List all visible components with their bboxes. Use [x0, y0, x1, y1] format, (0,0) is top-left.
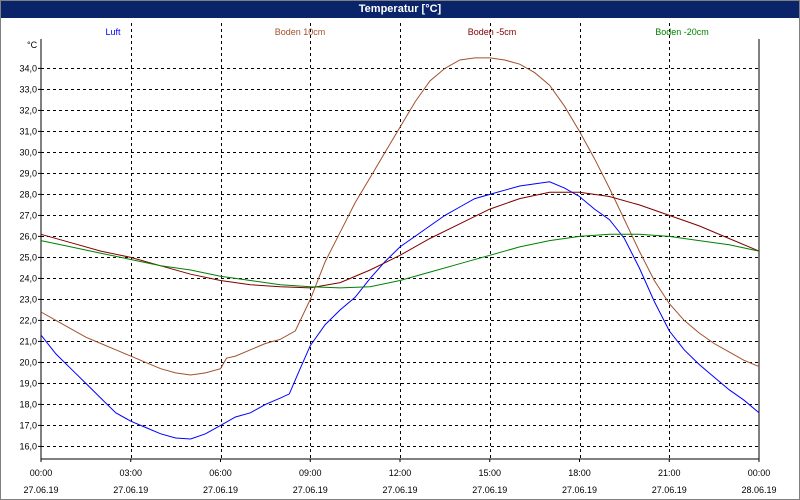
x-tick-time-label: 15:00	[478, 468, 501, 478]
x-tick-date-label: 27.06.19	[472, 485, 507, 495]
legend-entry: Boden -20cm	[655, 27, 709, 37]
x-tick-time-label: 03:00	[119, 468, 142, 478]
y-axis-ticks: 16,0 17,0 18,0 19,0 20,0 21,0 22,0 23,0 24,0 25,0…	[19, 63, 41, 451]
legend: Luft Boden 10cm Boden -5cm Boden -20cm	[105, 27, 708, 37]
y-tick-label: 26,0	[19, 231, 37, 241]
y-tick-label: 17,0	[19, 420, 37, 430]
x-tick-time-label: 18:00	[568, 468, 591, 478]
y-tick-label: 28,0	[19, 189, 37, 199]
y-tick-label: 24,0	[19, 273, 37, 283]
x-axis-ticks: 00:00 27.06.19 03:00 27.06.19 06:00 27.06.19 0…	[23, 459, 777, 495]
y-tick-label: 16,0	[19, 441, 37, 451]
y-tick-label: 31,0	[19, 126, 37, 136]
legend-entry: Boden 10cm	[275, 27, 326, 37]
x-tick-time-label: 00:00	[748, 468, 771, 478]
x-tick-time-label: 09:00	[299, 468, 322, 478]
x-tick-date-label: 27.06.19	[293, 485, 328, 495]
x-tick-date-label: 27.06.19	[203, 485, 238, 495]
x-tick-time-label: 06:00	[209, 468, 232, 478]
legend-entry: Luft	[105, 27, 121, 37]
y-axis-label: °C	[27, 40, 38, 50]
y-tick-label: 32,0	[19, 105, 37, 115]
series-line-1	[40, 57, 760, 376]
data-series	[40, 57, 760, 440]
y-tick-label: 21,0	[19, 336, 37, 346]
x-tick-time-label: 21:00	[658, 468, 681, 478]
y-tick-label: 29,0	[19, 168, 37, 178]
y-tick-label: 20,0	[19, 357, 37, 367]
window-title: Temperatur [°C]	[1, 1, 799, 18]
legend-entry: Boden -5cm	[468, 27, 517, 37]
grid-lines	[40, 23, 760, 460]
x-tick-date-label: 27.06.19	[652, 485, 687, 495]
y-tick-label: 19,0	[19, 378, 37, 388]
series-line-0	[40, 181, 760, 440]
y-tick-label: 18,0	[19, 399, 37, 409]
x-tick-time-label: 00:00	[30, 468, 53, 478]
x-tick-date-label: 27.06.19	[23, 485, 58, 495]
series-line-3	[40, 233, 760, 289]
x-tick-date-label: 27.06.19	[562, 485, 597, 495]
x-tick-date-label: 27.06.19	[113, 485, 148, 495]
x-tick-date-label: 27.06.19	[382, 485, 417, 495]
y-tick-label: 34,0	[19, 63, 37, 73]
y-tick-label: 25,0	[19, 252, 37, 262]
x-tick-time-label: 12:00	[389, 468, 412, 478]
y-tick-label: 30,0	[19, 147, 37, 157]
y-tick-label: 23,0	[19, 294, 37, 304]
y-tick-label: 27,0	[19, 210, 37, 220]
y-tick-label: 22,0	[19, 315, 37, 325]
x-tick-date-label: 28.06.19	[741, 485, 776, 495]
y-tick-label: 33,0	[19, 84, 37, 94]
